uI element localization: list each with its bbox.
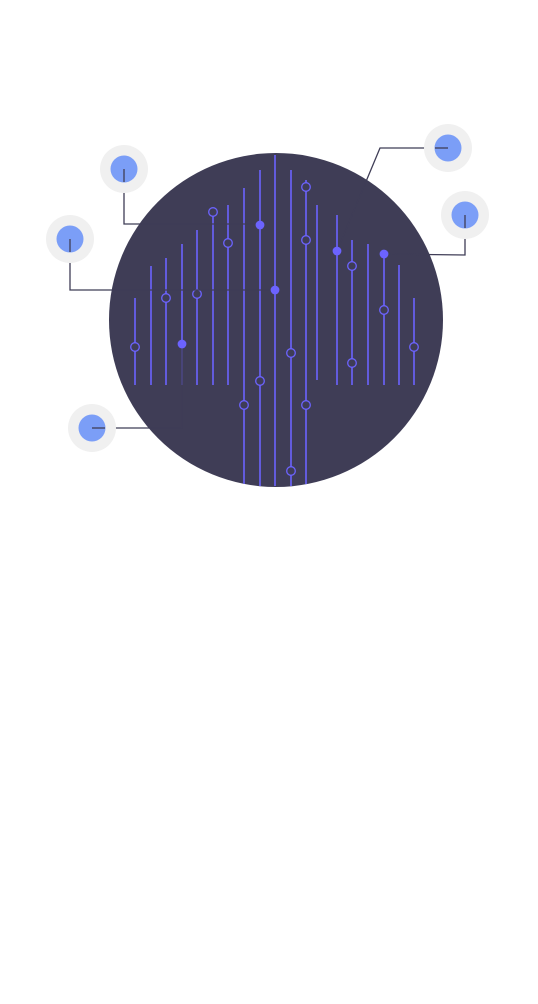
trace-ring bbox=[286, 348, 296, 358]
trace-ring bbox=[161, 293, 171, 303]
circuit-disc bbox=[109, 153, 443, 487]
trace-ring bbox=[130, 342, 140, 352]
external-nodes bbox=[46, 124, 489, 452]
circuit-traces bbox=[134, 155, 415, 486]
trace-ring bbox=[208, 207, 218, 217]
solder-pad bbox=[379, 249, 389, 259]
trace-ring bbox=[409, 342, 419, 352]
trace-ring bbox=[223, 238, 233, 248]
solder-pad bbox=[332, 246, 342, 256]
trace-ring bbox=[379, 305, 389, 315]
trace-ring bbox=[301, 235, 311, 245]
solder-pad bbox=[270, 285, 280, 295]
trace-ring bbox=[347, 358, 357, 368]
solder-pad bbox=[177, 339, 187, 349]
trace-ring bbox=[255, 376, 265, 386]
trace-ring bbox=[286, 466, 296, 476]
solder-pads bbox=[177, 220, 389, 349]
solder-pad bbox=[255, 220, 265, 230]
trace-ring bbox=[347, 261, 357, 271]
circuit-rings bbox=[130, 182, 419, 476]
trace-ring bbox=[301, 400, 311, 410]
connector-line bbox=[92, 344, 183, 429]
trace-ring bbox=[192, 289, 202, 299]
trace-ring bbox=[239, 400, 249, 410]
trace-ring bbox=[301, 182, 311, 192]
